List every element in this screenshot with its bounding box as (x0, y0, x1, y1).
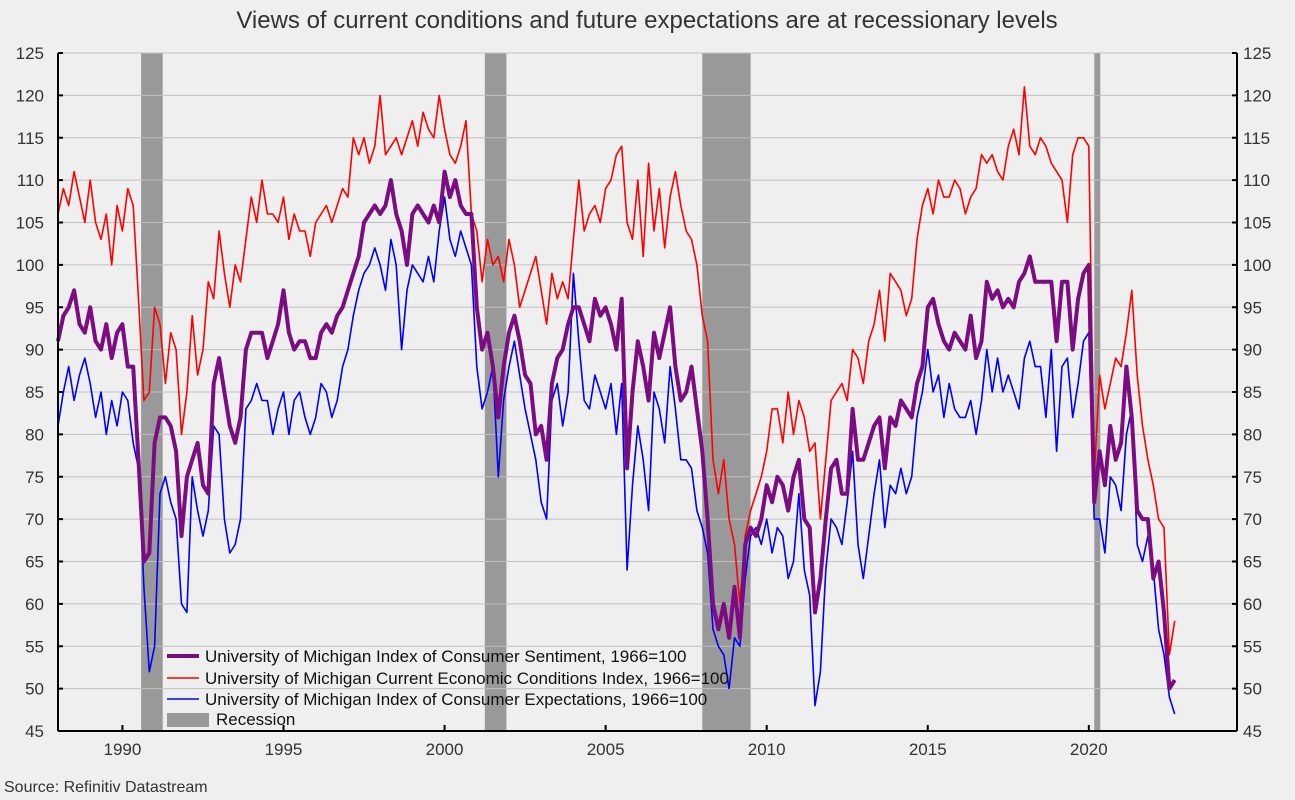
axes: 45 45 50 50 55 55 60 60 65 65 70 70 75 75 80 80 85 85 90 90… (16, 44, 1272, 759)
legend-label-recession: Recession (216, 710, 295, 729)
y-tick-label-right: 90 (1243, 341, 1262, 360)
y-tick-label-right: 105 (1243, 214, 1271, 233)
x-tick-label: 2005 (587, 740, 625, 759)
chart-title: Views of current conditions and future e… (236, 7, 1057, 34)
y-tick-label-left: 110 (17, 171, 44, 190)
legend-label-current-conditions: University of Michigan Current Economic … (205, 669, 729, 688)
y-tick-label-left: 95 (25, 298, 44, 317)
y-tick-label-left: 125 (16, 44, 44, 63)
y-tick-label-left: 50 (25, 680, 44, 699)
series-line-1 (57, 86, 1176, 656)
source-note: Source: Refinitiv Datastream (4, 779, 208, 796)
y-tick-label-left: 90 (25, 341, 44, 360)
y-tick-label-right: 100 (1243, 256, 1271, 275)
y-tick-label-right: 85 (1243, 383, 1262, 402)
x-tick-label: 2010 (748, 740, 786, 759)
gridlines (58, 52, 1237, 690)
legend: University of Michigan Index of Consumer… (167, 647, 729, 729)
x-tick-label: 2015 (909, 740, 947, 759)
y-tick-label-left: 115 (17, 129, 44, 148)
y-tick-label-left: 45 (25, 722, 44, 741)
y-tick-label-left: 65 (25, 553, 44, 572)
y-tick-label-left: 60 (25, 595, 44, 614)
legend-swatch-recession (167, 713, 209, 727)
y-tick-label-right: 120 (1243, 86, 1271, 105)
y-tick-label-right: 115 (1243, 129, 1270, 148)
x-tick-label: 2000 (426, 740, 464, 759)
y-tick-label-right: 110 (1243, 171, 1270, 190)
series-lines (56, 86, 1177, 715)
y-tick-label-right: 95 (1243, 298, 1262, 317)
x-tick-label: 1990 (104, 740, 142, 759)
y-tick-label-left: 120 (16, 86, 44, 105)
y-tick-label-right: 125 (1243, 44, 1271, 63)
y-tick-label-left: 55 (25, 637, 44, 656)
y-tick-label-left: 70 (25, 510, 44, 529)
y-tick-label-right: 60 (1243, 595, 1262, 614)
y-tick-label-right: 55 (1243, 637, 1262, 656)
y-tick-label-left: 100 (16, 256, 44, 275)
y-tick-label-right: 80 (1243, 425, 1262, 444)
y-tick-label-left: 105 (16, 214, 44, 233)
y-tick-label-left: 80 (25, 425, 44, 444)
y-tick-label-right: 50 (1243, 680, 1262, 699)
series-line-2 (57, 196, 1176, 715)
x-tick-label: 2020 (1070, 740, 1108, 759)
y-tick-label-right: 45 (1243, 722, 1262, 741)
y-tick-label-right: 70 (1243, 510, 1262, 529)
y-tick-label-right: 65 (1243, 553, 1262, 572)
legend-label-expectations: University of Michigan Index of Consumer… (205, 690, 707, 709)
y-tick-label-left: 85 (25, 383, 44, 402)
series-line-0 (56, 169, 1177, 691)
x-tick-label: 1995 (265, 740, 303, 759)
y-tick-label-right: 75 (1243, 468, 1262, 487)
legend-label-sentiment: University of Michigan Index of Consumer… (205, 647, 686, 666)
y-tick-label-left: 75 (25, 468, 44, 487)
